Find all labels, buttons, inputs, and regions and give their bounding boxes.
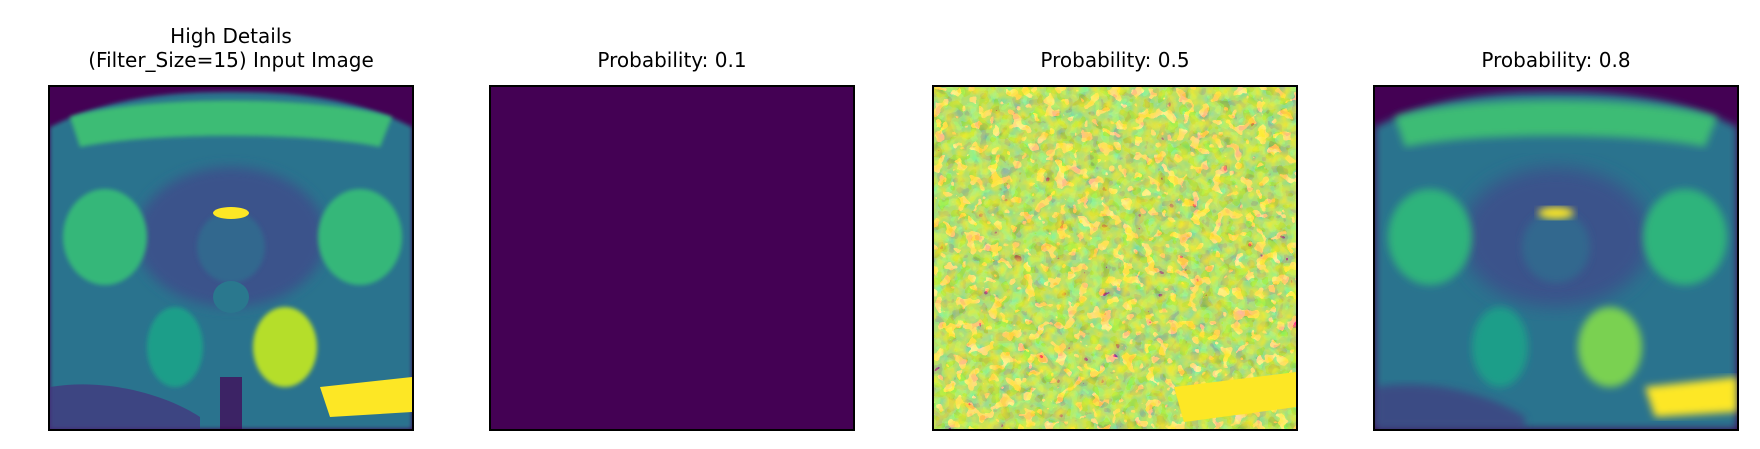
panel-probability-0-5: Probability: 0.5	[932, 0, 1298, 449]
panel-probability-0-8: Probability: 0.8	[1373, 0, 1739, 449]
panel-title-line1: Probability: 0.8	[1481, 48, 1631, 72]
output-image-probability-0-1	[489, 85, 855, 431]
panel-title: Probability: 0.5	[892, 22, 1338, 72]
noisy-speckle-output-image	[934, 87, 1296, 429]
panel-title-line1: Probability: 0.5	[1040, 48, 1190, 72]
smoothed-mri-output-image	[1375, 87, 1737, 429]
mri-pelvis-scan-image	[50, 87, 412, 429]
panel-title: Probability: 0.8	[1333, 22, 1760, 72]
output-image-probability-0-8	[1373, 85, 1739, 431]
panel-title-line1: High Details	[170, 24, 292, 48]
panel-title: Probability: 0.1	[449, 22, 895, 72]
panel-input-image: High Details (Filter_Size=15) Input Imag…	[48, 0, 414, 449]
panel-probability-0-1: Probability: 0.1	[489, 0, 855, 449]
panel-title-line2: (Filter_Size=15) Input Image	[88, 48, 374, 72]
output-image-probability-0-5	[932, 85, 1298, 431]
panel-title: High Details (Filter_Size=15) Input Imag…	[8, 22, 454, 72]
panel-title-line1: Probability: 0.1	[597, 48, 747, 72]
mri-input-image	[48, 85, 414, 431]
uniform-dark-output-image	[491, 87, 853, 429]
